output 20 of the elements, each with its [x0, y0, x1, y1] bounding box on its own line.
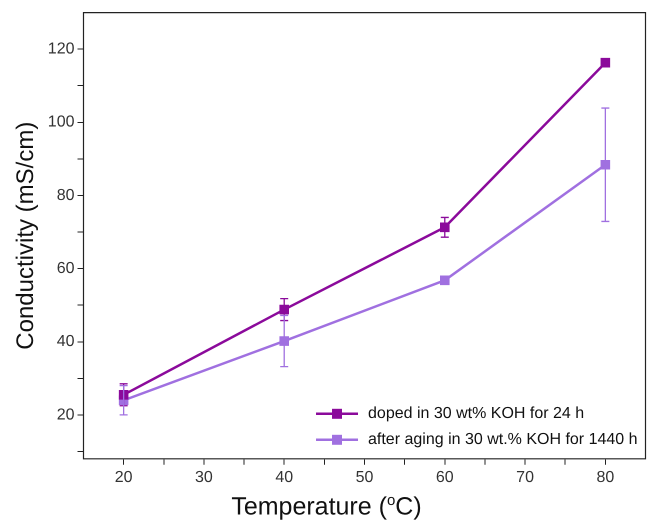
y-tick-label: 120: [48, 40, 75, 58]
x-tick-label: 40: [275, 468, 294, 486]
point: [600, 58, 610, 68]
x-tick-label: 30: [195, 468, 213, 486]
legend-label: doped in 30 wt% KOH for 24 h: [368, 405, 584, 422]
x-tick-label: 60: [436, 468, 454, 486]
y-tick-label: 40: [56, 333, 75, 350]
y-tick-label: 60: [56, 260, 75, 278]
legend-label: after aging in 30 wt.% KOH for 1440 h: [368, 431, 638, 448]
y-axis-title: Conductivity (mS/cm): [12, 122, 40, 350]
x-tick-label: 20: [114, 468, 133, 486]
point: [279, 336, 289, 346]
x-tick-label: 70: [516, 468, 534, 486]
y-tick-label: 20: [56, 406, 75, 424]
y-tick-label: 80: [56, 186, 75, 204]
x-tick-label: 80: [596, 468, 614, 486]
x-axis-title: Temperature ($^{o}$C): [230, 492, 423, 522]
x-tick-label: 50: [356, 468, 374, 486]
y-tick-label: 100: [48, 114, 75, 131]
point: [440, 276, 450, 286]
